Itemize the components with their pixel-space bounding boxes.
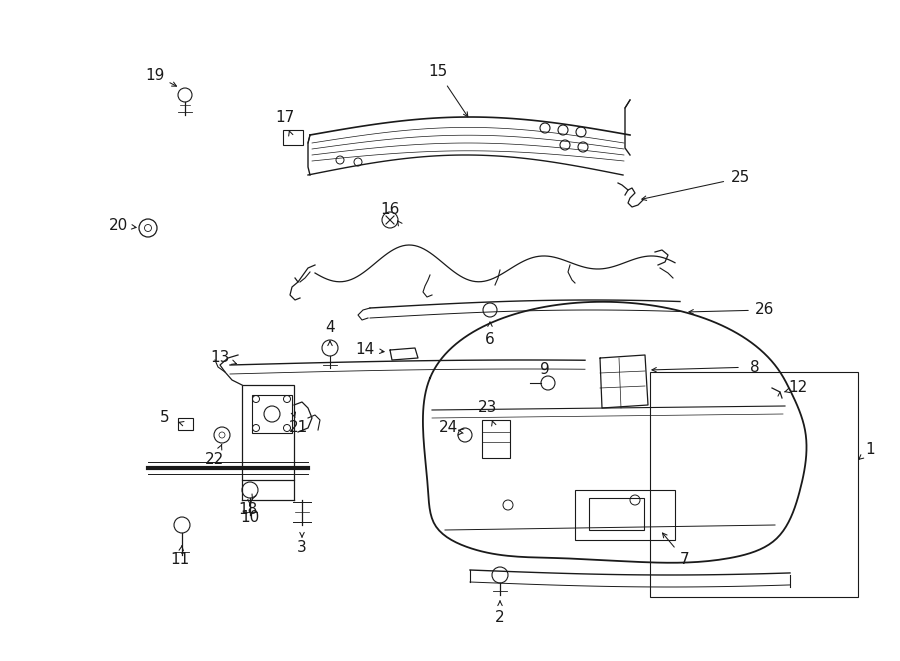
Text: 23: 23	[478, 401, 498, 416]
Text: 18: 18	[238, 502, 257, 518]
Text: 4: 4	[325, 321, 335, 336]
Text: 22: 22	[205, 453, 225, 467]
Text: 7: 7	[680, 553, 689, 568]
Text: 10: 10	[240, 510, 259, 525]
Text: 21: 21	[288, 420, 308, 436]
Text: 2: 2	[495, 611, 505, 625]
Text: 19: 19	[145, 67, 165, 83]
Text: 25: 25	[731, 171, 750, 186]
Text: 16: 16	[381, 202, 400, 217]
Text: 17: 17	[275, 110, 294, 126]
Bar	[575, 490, 675, 540]
Text: 13: 13	[211, 350, 230, 366]
Bar	[242, 385, 294, 480]
Bar	[283, 130, 303, 145]
Text: 5: 5	[160, 410, 170, 426]
Text: 14: 14	[356, 342, 374, 358]
Text: 3: 3	[297, 541, 307, 555]
Text: 12: 12	[788, 381, 807, 395]
Text: 9: 9	[540, 362, 550, 377]
Bar	[252, 395, 292, 433]
Bar	[589, 498, 644, 530]
Bar	[178, 418, 193, 430]
Text: 26: 26	[755, 303, 775, 317]
Text: 24: 24	[438, 420, 457, 436]
Text: 15: 15	[428, 65, 447, 79]
Text: 11: 11	[170, 553, 190, 568]
Text: 20: 20	[108, 217, 128, 233]
Text: 8: 8	[751, 360, 760, 375]
Bar	[650, 372, 858, 597]
Text: 1: 1	[865, 442, 875, 457]
Bar	[482, 420, 510, 458]
Text: 6: 6	[485, 332, 495, 348]
